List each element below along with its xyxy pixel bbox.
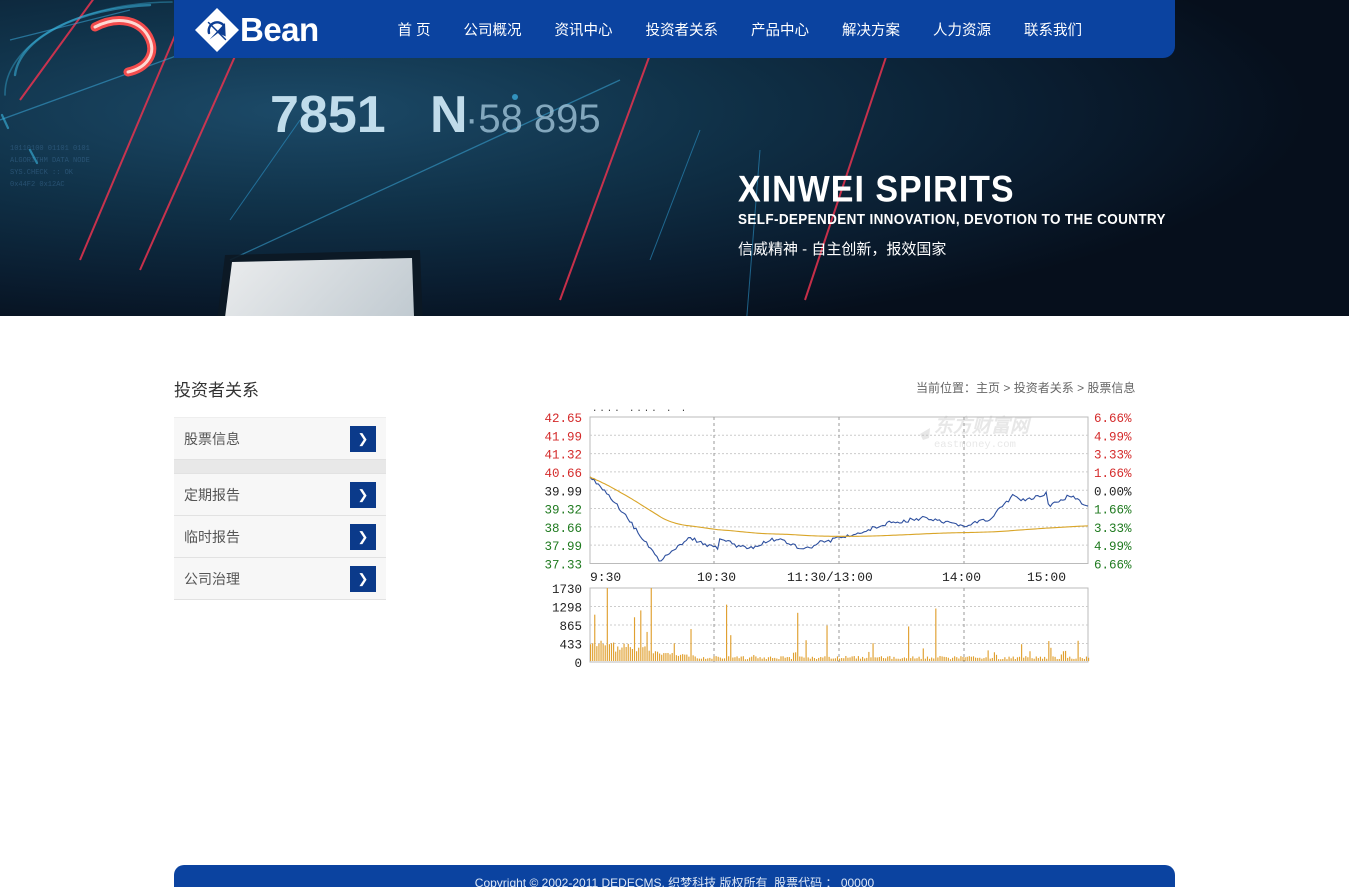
svg-text:N: N [430, 86, 468, 144]
svg-text:14:00: 14:00 [942, 570, 981, 585]
svg-text:7851: 7851 [270, 86, 386, 144]
svg-text:ALGORITHM DATA NODE: ALGORITHM DATA NODE [10, 157, 90, 165]
svg-text:11:30/13:00: 11:30/13:00 [787, 570, 873, 585]
svg-text:6.66%: 6.66% [1094, 412, 1132, 426]
svg-text:eastmoney.com: eastmoney.com [934, 439, 1016, 451]
svg-text:0.00%: 0.00% [1094, 485, 1132, 499]
svg-text:10:30: 10:30 [697, 570, 736, 585]
svg-text:0: 0 [574, 657, 582, 671]
svg-text:.... .... . .: .... .... . . [592, 404, 688, 414]
svg-text:4.99%: 4.99% [1094, 430, 1132, 444]
svg-text:3.33%: 3.33% [1094, 449, 1132, 463]
svg-text:41.99: 41.99 [544, 430, 582, 444]
svg-text:39.99: 39.99 [544, 485, 582, 499]
svg-text:1.66%: 1.66% [1094, 467, 1132, 481]
svg-text:38.66: 38.66 [544, 522, 582, 536]
svg-text:SYS.CHECK :: OK: SYS.CHECK :: OK [10, 169, 74, 177]
svg-text:1298: 1298 [552, 602, 582, 616]
svg-text:15:00: 15:00 [1027, 570, 1066, 585]
svg-text:10110100 01101 0101: 10110100 01101 0101 [10, 145, 90, 153]
svg-text:39.32: 39.32 [544, 504, 582, 518]
svg-text:433: 433 [559, 639, 582, 653]
svg-text:37.99: 37.99 [544, 540, 582, 554]
svg-text:0x44F2 0x12AC: 0x44F2 0x12AC [10, 181, 65, 189]
svg-text:东方财富网: 东方财富网 [934, 415, 1032, 438]
svg-text:37.33: 37.33 [544, 559, 582, 573]
svg-text:6.66%: 6.66% [1094, 559, 1132, 573]
svg-text:41.32: 41.32 [544, 449, 582, 463]
svg-text:·58 895: ·58 895 [465, 97, 601, 141]
svg-text:9:30: 9:30 [590, 570, 621, 585]
svg-text:865: 865 [559, 620, 582, 634]
svg-text:1.66%: 1.66% [1094, 504, 1132, 518]
svg-text:3.33%: 3.33% [1094, 522, 1132, 536]
svg-text:1730: 1730 [552, 583, 582, 597]
svg-text:4.99%: 4.99% [1094, 540, 1132, 554]
svg-text:40.66: 40.66 [544, 467, 582, 481]
svg-text:42.65: 42.65 [544, 412, 582, 426]
